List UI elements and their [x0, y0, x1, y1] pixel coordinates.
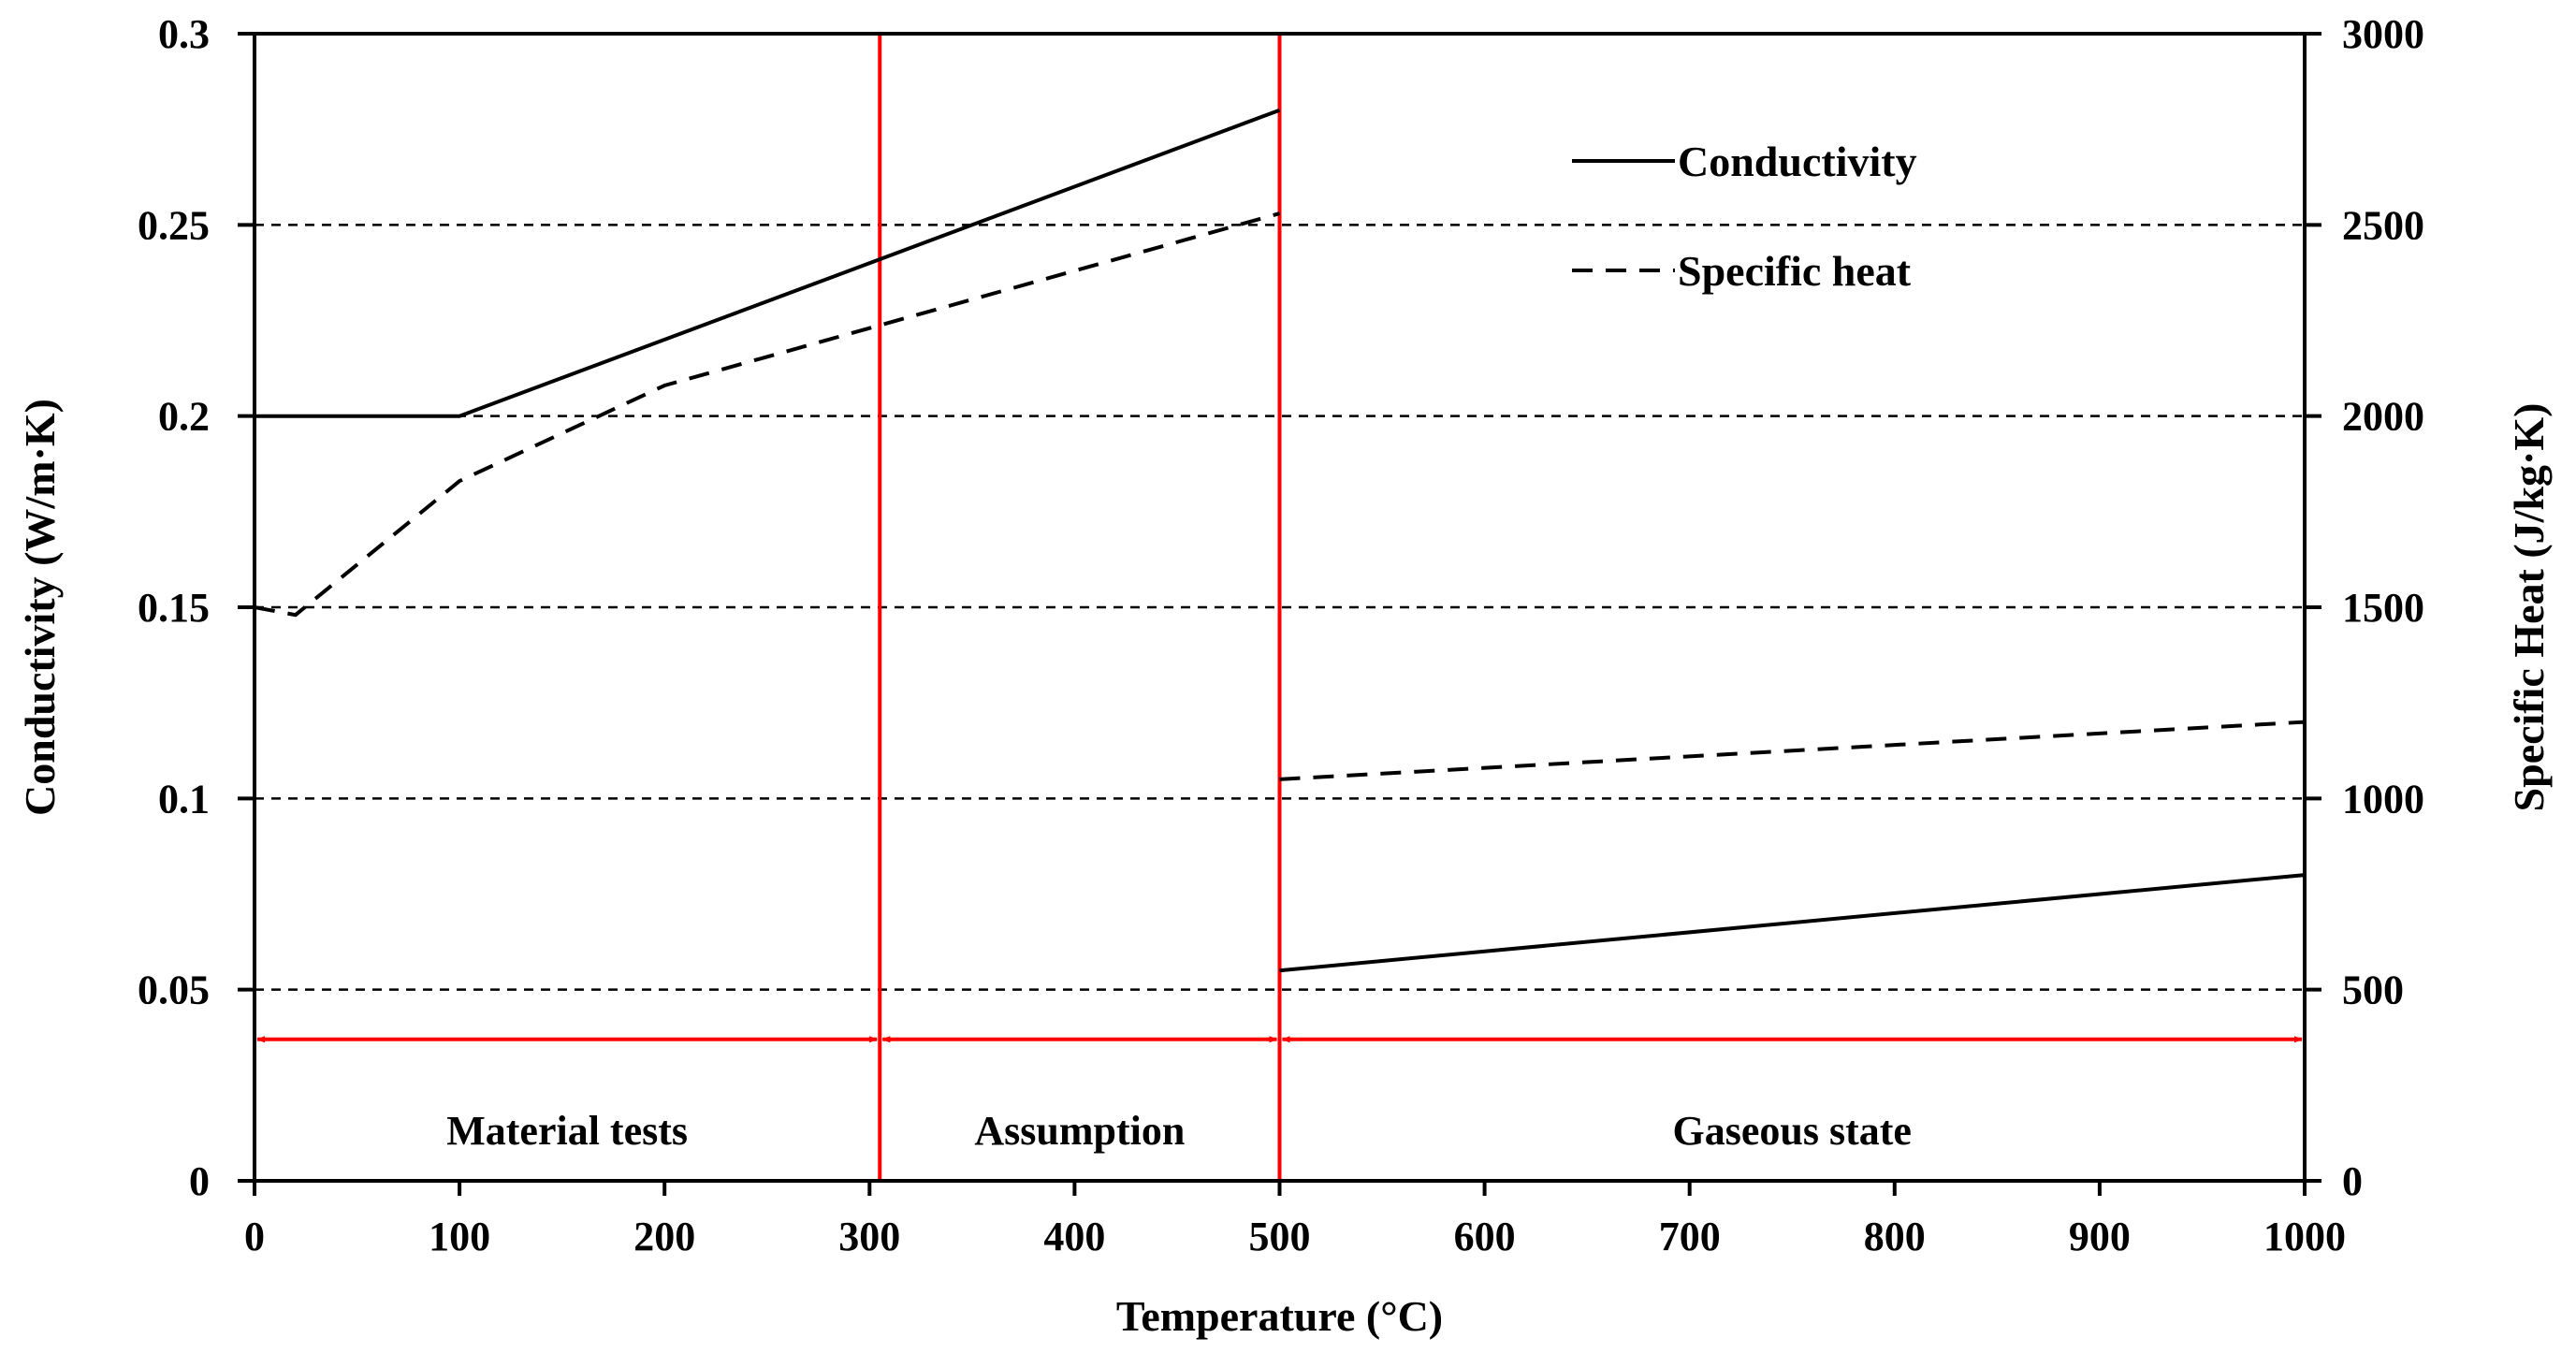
legend-label: Specific heat — [1678, 247, 1912, 295]
y2-tick-label: 2500 — [2342, 202, 2424, 248]
region-label: Gaseous state — [1673, 1108, 1912, 1154]
axes-layer: 0 100 200 300 400 500 600 700 800 900 1000 0 0.05 0.1… — [16, 11, 2553, 1340]
x-tick-label: 400 — [1043, 1214, 1105, 1259]
x-tick-label: 200 — [633, 1214, 695, 1259]
x-tick-label: 100 — [429, 1214, 490, 1259]
x-tick-label: 500 — [1249, 1214, 1311, 1259]
y-axis-title: Conductivity (W/m·K) — [16, 399, 64, 816]
y-tick-label: 0.2 — [158, 394, 210, 440]
y-tick-label: 0.15 — [138, 585, 210, 631]
x-tick-label: 300 — [838, 1214, 900, 1259]
legend: Conductivity Specific heat — [1572, 138, 1917, 295]
y2-tick-label: 2000 — [2342, 394, 2424, 440]
x-tick-label: 1000 — [2263, 1214, 2346, 1259]
series-line-specific-heat — [254, 211, 1281, 618]
x-tick-label: 0 — [244, 1214, 265, 1259]
series-layer — [254, 108, 2306, 973]
region-label: Assumption — [974, 1108, 1185, 1154]
y-tick-label: 0.05 — [138, 967, 210, 1013]
series-line-specific-heat — [1279, 720, 2306, 781]
y-tick-label: 0.1 — [158, 776, 210, 822]
y-tick-label: 0.25 — [138, 202, 210, 248]
x-tick-label: 600 — [1454, 1214, 1516, 1259]
y2-tick-label: 1000 — [2342, 776, 2424, 822]
y2-tick-label: 3000 — [2342, 11, 2424, 57]
y2-axis-title: Specific Heat (J/kg·K) — [2505, 403, 2553, 812]
series-line-conductivity — [255, 108, 1281, 418]
y2-tick-label: 0 — [2342, 1158, 2363, 1204]
series-line-conductivity — [1279, 873, 2306, 973]
region-layer: Material tests Assumption Gaseous state — [256, 1036, 2303, 1154]
y-tick-label: 0.3 — [158, 11, 210, 57]
y2-tick-label: 1500 — [2342, 585, 2424, 631]
y2-tick-label: 500 — [2342, 967, 2404, 1013]
region-divider-layer — [878, 34, 1282, 1181]
x-tick-label: 900 — [2069, 1214, 2131, 1259]
region-label: Material tests — [446, 1108, 688, 1154]
y-tick-label: 0 — [189, 1158, 210, 1204]
x-tick-label: 700 — [1659, 1214, 1721, 1259]
legend-label: Conductivity — [1678, 138, 1917, 185]
x-tick-label: 800 — [1864, 1214, 1926, 1259]
x-axis-title: Temperature (°C) — [1116, 1292, 1443, 1340]
